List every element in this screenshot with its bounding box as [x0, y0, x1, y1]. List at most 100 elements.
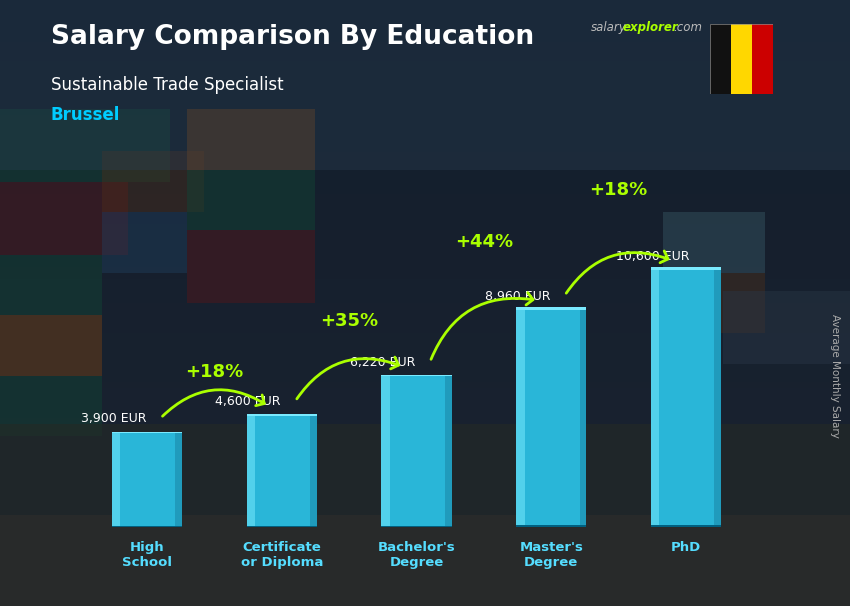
Bar [663, 212, 765, 273]
Bar [382, 375, 451, 376]
Bar [382, 376, 390, 527]
Bar [0, 315, 850, 321]
Bar [0, 454, 850, 461]
Bar [0, 551, 850, 558]
Bar [0, 182, 128, 255]
Bar [0, 509, 850, 515]
Text: .com: .com [673, 21, 702, 34]
Bar [0, 279, 850, 285]
Text: Average Monthly Salary: Average Monthly Salary [830, 314, 840, 438]
Bar [0, 539, 850, 545]
Bar [0, 345, 850, 351]
Bar [0, 248, 850, 255]
Text: Sustainable Trade Specialist: Sustainable Trade Specialist [51, 76, 284, 94]
Bar [0, 133, 850, 139]
Bar [246, 415, 317, 416]
Bar [0, 321, 850, 327]
Bar [0, 212, 850, 218]
Bar [0, 303, 850, 309]
Bar [0, 0, 850, 6]
Bar [0, 273, 850, 279]
Text: +35%: +35% [320, 311, 378, 330]
Bar [0, 376, 850, 382]
Bar [0, 297, 850, 303]
Bar [710, 24, 731, 94]
Text: 10,600 EUR: 10,600 EUR [615, 250, 689, 263]
Bar [0, 461, 850, 467]
Bar [0, 388, 850, 394]
Text: Brussel: Brussel [51, 106, 121, 124]
Bar [663, 273, 765, 333]
Bar [0, 400, 850, 406]
Bar [0, 109, 170, 182]
Bar [0, 218, 850, 224]
Bar [246, 416, 317, 527]
Bar [0, 91, 850, 97]
Bar [0, 382, 850, 388]
Bar [0, 206, 850, 212]
Bar [580, 310, 586, 527]
Bar [187, 109, 314, 170]
Bar [0, 358, 850, 364]
Bar [0, 97, 850, 103]
Bar [0, 527, 850, 533]
Bar [102, 152, 204, 212]
Bar [0, 515, 850, 606]
Bar [445, 376, 451, 527]
Bar [0, 255, 850, 261]
Bar [0, 327, 850, 333]
Text: 6,220 EUR: 6,220 EUR [350, 356, 416, 369]
Bar [0, 267, 850, 273]
Bar [651, 525, 721, 527]
Bar [0, 170, 850, 176]
FancyArrowPatch shape [297, 357, 399, 399]
Bar [516, 307, 586, 310]
Bar [0, 291, 850, 297]
Bar [0, 436, 850, 442]
Text: explorer: explorer [622, 21, 677, 34]
Bar [0, 515, 850, 521]
Bar [0, 200, 850, 206]
Bar [0, 55, 850, 61]
Text: +44%: +44% [455, 233, 513, 251]
Bar [0, 479, 850, 485]
Bar [714, 270, 721, 527]
Bar [310, 416, 317, 527]
Bar [0, 127, 850, 133]
Bar [0, 467, 850, 473]
Bar [0, 309, 850, 315]
FancyArrowPatch shape [566, 251, 668, 293]
FancyArrowPatch shape [162, 390, 264, 416]
Bar [0, 188, 850, 194]
Bar [0, 594, 850, 600]
Bar [0, 406, 850, 412]
Bar [102, 212, 187, 273]
Bar [0, 0, 850, 170]
Text: 3,900 EUR: 3,900 EUR [81, 413, 146, 425]
Bar [0, 442, 850, 448]
Bar [0, 61, 850, 67]
Text: +18%: +18% [185, 363, 244, 381]
Bar [731, 24, 752, 94]
Bar [112, 433, 182, 527]
Bar [0, 376, 102, 436]
Bar [0, 576, 850, 582]
Bar [0, 182, 850, 188]
Bar [0, 503, 850, 509]
Bar [0, 230, 850, 236]
Bar [0, 582, 850, 588]
Bar [0, 194, 850, 200]
Bar [0, 236, 850, 242]
Text: Salary Comparison By Education: Salary Comparison By Education [51, 24, 534, 50]
Text: 8,960 EUR: 8,960 EUR [484, 290, 550, 303]
Bar [0, 109, 850, 115]
Bar [0, 600, 850, 606]
Bar [0, 48, 850, 55]
Bar [187, 170, 314, 230]
Bar [0, 533, 850, 539]
Bar [0, 545, 850, 551]
Bar [651, 267, 721, 270]
Bar [0, 152, 850, 158]
Bar [0, 339, 850, 345]
Bar [0, 497, 850, 503]
